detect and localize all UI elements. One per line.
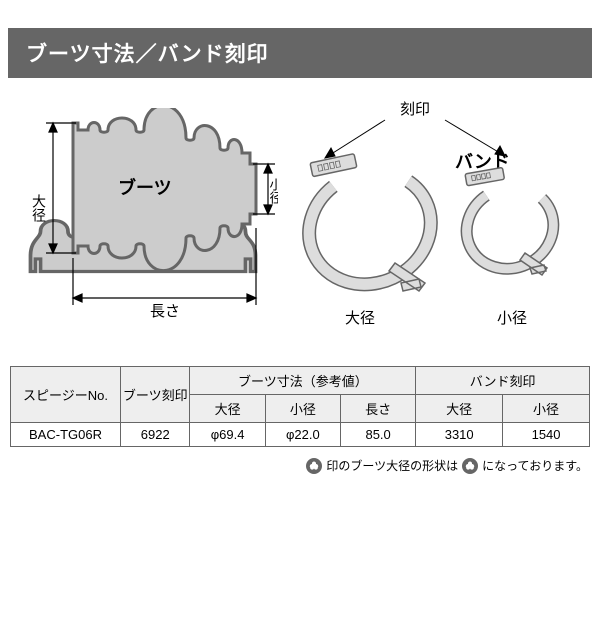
table-row: スピージーNo. ブーツ刻印 ブーツ寸法（参考値） バンド刻印 [11, 367, 590, 395]
td-speedy-no: BAC-TG06R [11, 423, 121, 447]
td-large-dia: φ69.4 [190, 423, 265, 447]
footnote-text-before: 印のブーツ大径の形状は [326, 457, 458, 474]
trefoil-icon [306, 458, 322, 474]
td-small-dia: φ22.0 [265, 423, 340, 447]
td-band-large: 3310 [416, 423, 503, 447]
small-band-clamp [453, 167, 567, 282]
band-clamp-diagram: 刻印 バンド 大径 [290, 98, 570, 343]
section-banner: ブーツ寸法／バンド刻印 [8, 28, 592, 78]
td-band-small: 1540 [503, 423, 590, 447]
th-band-marking-group: バンド刻印 [416, 367, 590, 395]
large-band-clamp [291, 152, 450, 304]
boot-label: ブーツ [118, 177, 172, 198]
small-dia-label: 小径 [268, 178, 279, 204]
boot-cross-section-diagram: 大径 小径 長さ ブーツ [28, 108, 278, 343]
th-boot-marking: ブーツ刻印 [121, 367, 190, 423]
band-large-label: 大径 [345, 310, 375, 327]
th-length: 長さ [341, 395, 416, 423]
th-band-small: 小径 [503, 395, 590, 423]
spec-table: スピージーNo. ブーツ刻印 ブーツ寸法（参考値） バンド刻印 大径 小径 長さ… [10, 366, 590, 447]
table-row: BAC-TG06R 6922 φ69.4 φ22.0 85.0 3310 154… [11, 423, 590, 447]
footnote: 印のブーツ大径の形状は になっております。 [0, 457, 588, 474]
diagram-area: 大径 小径 長さ ブーツ 刻印 [0, 78, 600, 348]
band-small-label: 小径 [497, 310, 527, 327]
th-band-large: 大径 [416, 395, 503, 423]
large-dia-label: 大径 [31, 194, 47, 222]
marking-label: 刻印 [400, 101, 430, 118]
banner-title: ブーツ寸法／バンド刻印 [26, 43, 269, 66]
td-boot-marking: 6922 [121, 423, 190, 447]
th-boot-dims-group: ブーツ寸法（参考値） [190, 367, 416, 395]
th-small-dia: 小径 [265, 395, 340, 423]
th-speedy-no: スピージーNo. [11, 367, 121, 423]
length-label: 長さ [150, 303, 180, 320]
footnote-text-after: になっております。 [482, 457, 588, 474]
th-large-dia: 大径 [190, 395, 265, 423]
trefoil-icon [462, 458, 478, 474]
td-length: 85.0 [341, 423, 416, 447]
